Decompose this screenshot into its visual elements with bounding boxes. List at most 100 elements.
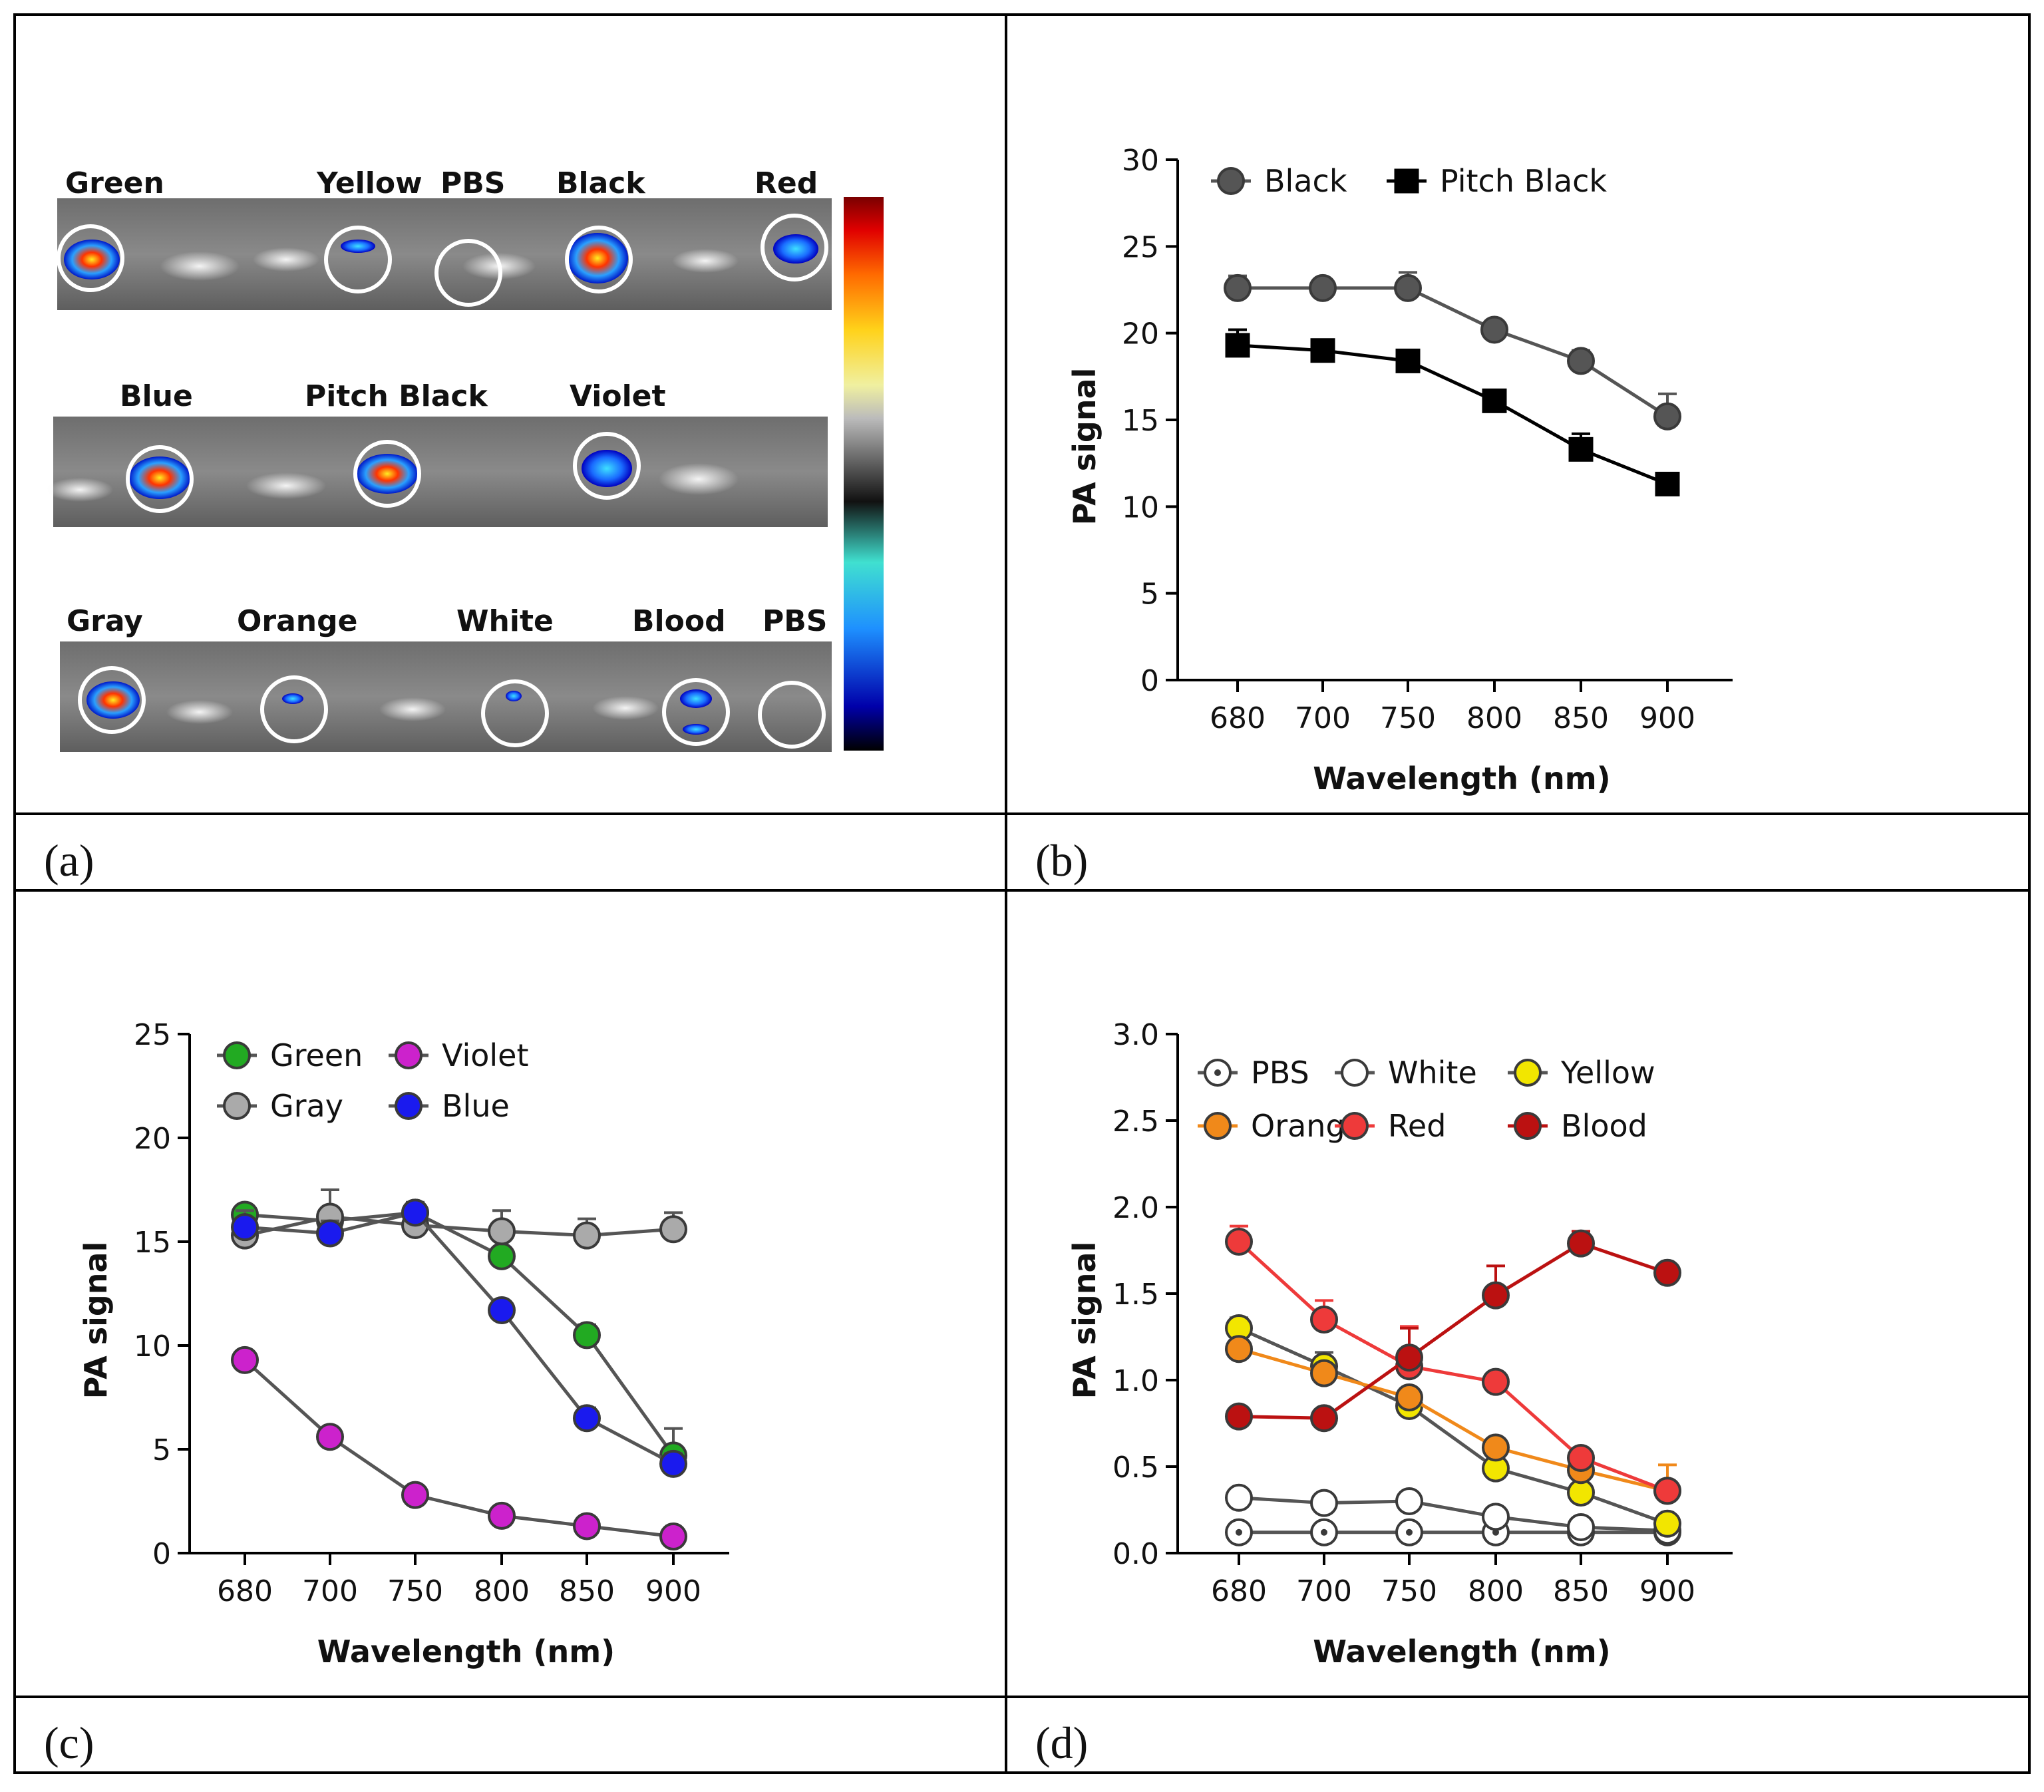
data-point — [1309, 273, 1337, 302]
data-point-dot — [1236, 1528, 1242, 1536]
x-axis-title: Wavelength (nm) — [1313, 761, 1610, 797]
y-tick-label: 5 — [152, 1433, 171, 1467]
data-point — [1653, 1509, 1681, 1538]
data-point — [1310, 1404, 1338, 1433]
y-axis-title: PA signal — [78, 1242, 114, 1399]
series-blue — [231, 1198, 687, 1478]
us-label: PBS — [763, 604, 827, 638]
data-point — [573, 1404, 601, 1433]
us-image-row-3: Gray Orange White Blood PBS — [60, 604, 832, 752]
data-point — [1395, 1487, 1423, 1515]
legend-item: Blue — [389, 1088, 510, 1124]
data-point — [1310, 338, 1335, 363]
data-point — [1394, 273, 1422, 302]
data-point — [1310, 1359, 1338, 1387]
series-line — [244, 1358, 674, 1538]
x-tick-label: 850 — [1553, 701, 1609, 735]
x-tick-label: 680 — [217, 1574, 273, 1608]
roi-circle — [758, 681, 826, 749]
us-image-row-1: Green Yellow PBS Black Red — [57, 166, 832, 310]
data-point — [1567, 1513, 1595, 1541]
data-point — [1225, 333, 1250, 358]
legend-marker-dot — [1214, 1069, 1221, 1076]
pa-signal-blob — [282, 693, 303, 704]
roi-circle — [353, 440, 421, 508]
x-tick-label: 750 — [387, 1574, 443, 1608]
pa-signal-blob — [567, 233, 628, 283]
chart-c-green-violet-gray-blue: 0 5 10 15 20 25 680 700 750 800 850 900 Wavelength (… — [78, 1018, 729, 1670]
y-tick-label: 0.0 — [1112, 1537, 1159, 1571]
legend-marker — [223, 1092, 251, 1120]
series-white — [1225, 1483, 1681, 1545]
roi-circle — [662, 678, 730, 746]
us-label: Yellow — [316, 166, 423, 200]
series-pitch-black — [1225, 328, 1680, 496]
series-line — [1237, 343, 1668, 486]
panel-label-b: (b) — [1035, 835, 1088, 886]
y-tick-label: 30 — [1122, 144, 1159, 178]
roi-circle — [78, 666, 146, 734]
x-tick-label: 680 — [1210, 701, 1266, 735]
chart-b-black-pitch-black: 0 5 10 15 20 25 30 680 700 750 800 850 900 Wavelength… — [1067, 144, 1733, 797]
legend-item: Pitch Black — [1387, 163, 1607, 199]
pa-signal-blob — [773, 234, 818, 264]
data-point — [1653, 1477, 1681, 1505]
panel-a-ultrasound-images: Green Yellow PBS Black Red Blue Pitch Bl… — [47, 166, 884, 752]
panel-label-c: (c) — [44, 1717, 94, 1768]
x-tick-label: 700 — [302, 1574, 358, 1608]
legend-label: Red — [1388, 1108, 1446, 1144]
series-line — [244, 1215, 674, 1238]
legend-marker — [1514, 1112, 1542, 1140]
data-point — [1655, 471, 1680, 496]
series-line — [1238, 1240, 1668, 1493]
legend-item: Gray — [217, 1088, 343, 1124]
data-point — [1225, 1483, 1253, 1512]
us-label: White — [456, 604, 554, 638]
data-point — [573, 1221, 601, 1250]
data-point — [488, 1217, 516, 1246]
x-tick-label: 900 — [645, 1574, 701, 1608]
data-point — [1395, 1344, 1423, 1372]
pa-signal-blob — [582, 450, 632, 487]
chart-d-pbs-white-yellow-orange-red-blood: 0.0 0.5 1.0 1.5 2.0 2.5 3.0 680 700 750 800 850 900 W… — [1067, 1018, 1733, 1670]
roi-circle — [57, 224, 124, 292]
panel-label-a: (a) — [44, 835, 94, 886]
legend: Black Pitch Black — [1211, 163, 1607, 199]
legend: PBS White Yellow Orange Red Blood — [1198, 1055, 1655, 1144]
us-label: Blood — [632, 604, 726, 638]
y-tick-label: 2.0 — [1112, 1191, 1159, 1225]
pa-signal-blob — [64, 240, 120, 279]
data-point — [659, 1215, 687, 1244]
figure-grid — [13, 13, 2031, 1774]
data-point — [231, 1213, 259, 1242]
series-blood — [1225, 1229, 1681, 1433]
legend-marker — [1217, 167, 1245, 195]
roi-circle — [761, 214, 828, 281]
data-point — [1224, 273, 1252, 302]
data-point — [316, 1219, 344, 1248]
us-label: Blue — [120, 379, 193, 413]
y-tick-label: 15 — [134, 1226, 171, 1260]
legend-marker — [1204, 1112, 1232, 1140]
data-point — [488, 1242, 516, 1270]
series-line — [244, 1210, 675, 1466]
roi-circle — [565, 226, 633, 293]
y-tick-label: 0.5 — [1112, 1451, 1159, 1485]
pa-signal-blob — [357, 454, 418, 494]
legend-marker — [1514, 1059, 1542, 1087]
pa-signal-blob — [341, 240, 375, 253]
legend-item: Blood — [1508, 1108, 1647, 1144]
y-tick-label: 15 — [1122, 404, 1159, 438]
legend-label: PBS — [1251, 1055, 1309, 1091]
y-tick-label: 3.0 — [1112, 1018, 1159, 1052]
data-point — [1567, 1444, 1595, 1472]
data-point — [573, 1321, 601, 1349]
series-yellow — [1225, 1314, 1681, 1538]
data-point — [1310, 1489, 1338, 1517]
x-tick-label: 900 — [1639, 1574, 1695, 1608]
pa-signal-blob — [129, 456, 190, 499]
data-point — [1225, 1228, 1253, 1256]
y-tick-label: 25 — [1122, 230, 1159, 264]
data-point — [1310, 1306, 1338, 1334]
